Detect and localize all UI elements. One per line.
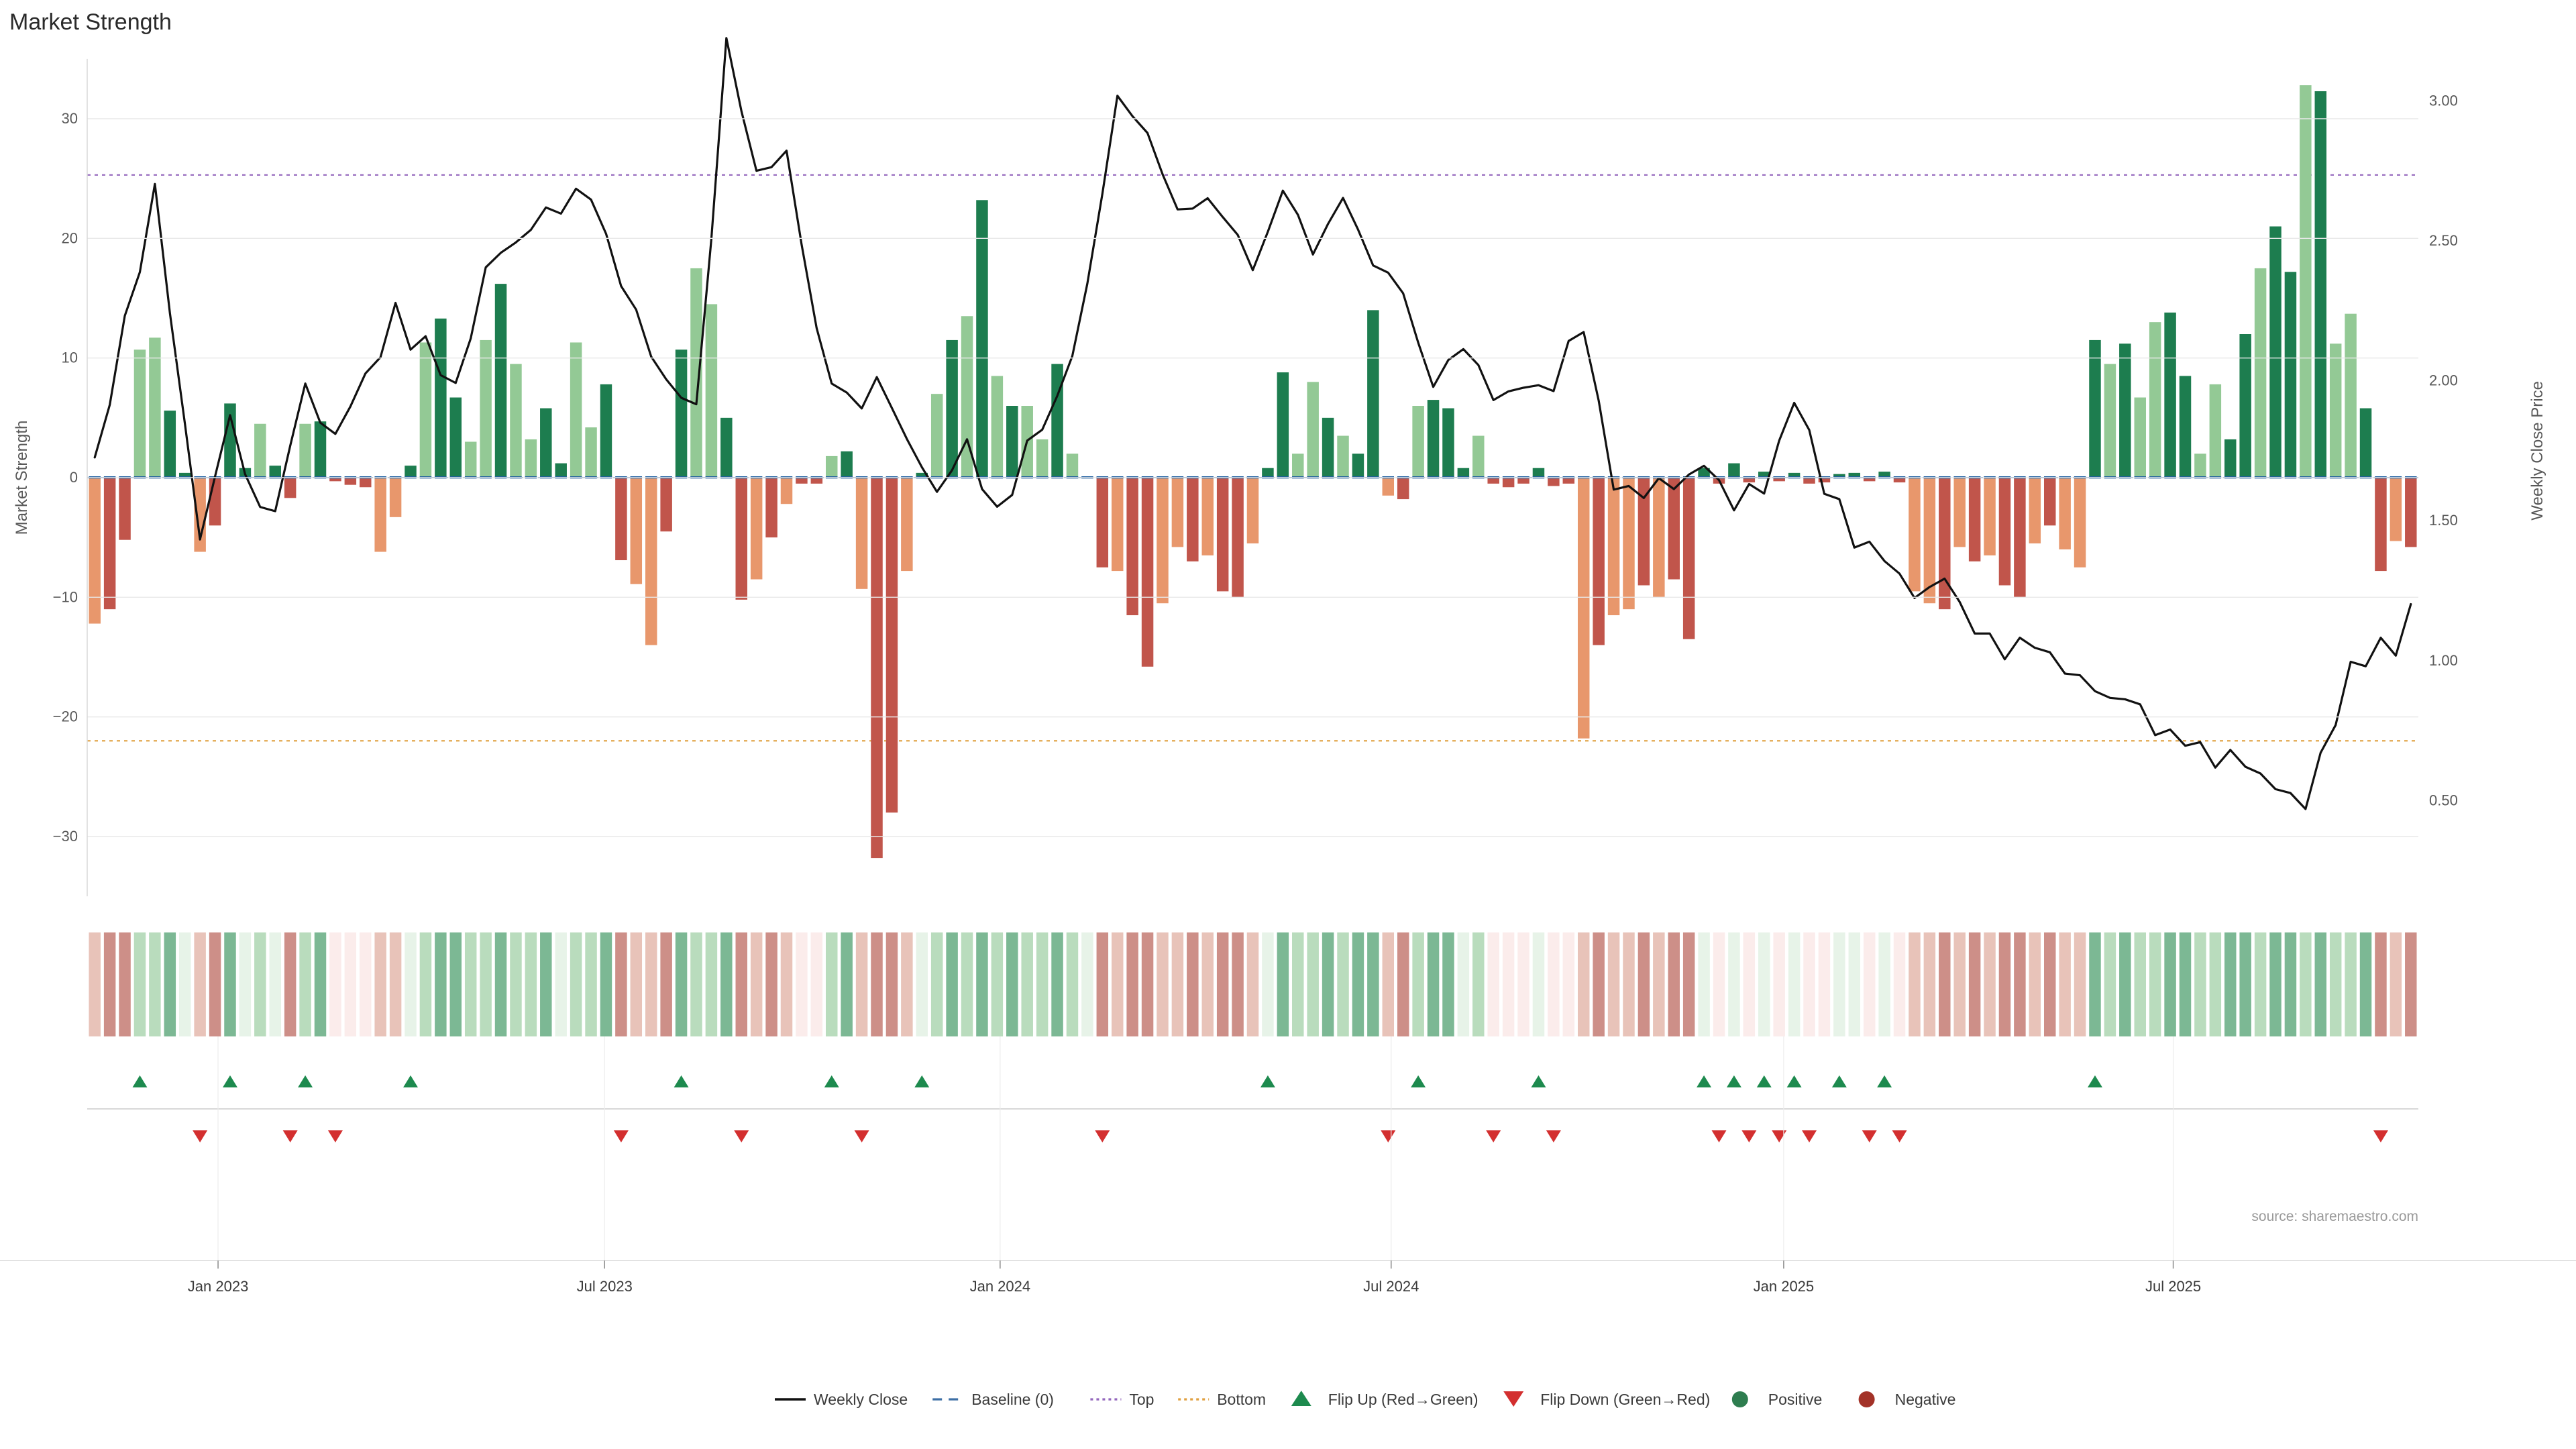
svg-text:Bottom: Bottom (1217, 1391, 1266, 1408)
svg-text:−10: −10 (53, 588, 78, 605)
svg-text:10: 10 (62, 350, 78, 366)
svg-text:Weekly Close: Weekly Close (814, 1391, 908, 1408)
svg-text:−30: −30 (53, 828, 78, 845)
svg-text:Jul 2024: Jul 2024 (1363, 1278, 1419, 1295)
svg-text:3.00: 3.00 (2429, 92, 2458, 109)
svg-text:20: 20 (62, 229, 78, 246)
svg-text:Negative: Negative (1895, 1391, 1956, 1408)
svg-text:2.50: 2.50 (2429, 232, 2458, 249)
svg-text:1.00: 1.00 (2429, 652, 2458, 669)
svg-text:Weekly Close Price: Weekly Close Price (2528, 381, 2546, 521)
svg-text:Positive: Positive (1768, 1391, 1823, 1408)
svg-text:Jul 2023: Jul 2023 (577, 1278, 633, 1295)
svg-text:−20: −20 (53, 708, 78, 725)
svg-text:Baseline (0): Baseline (0) (971, 1391, 1054, 1408)
svg-text:0.50: 0.50 (2429, 792, 2458, 808)
svg-text:Market Strength: Market Strength (13, 421, 31, 535)
svg-text:Jan 2025: Jan 2025 (1754, 1278, 1815, 1295)
svg-text:Flip Down (Green→Red): Flip Down (Green→Red) (1540, 1391, 1710, 1408)
svg-text:Jan 2024: Jan 2024 (970, 1278, 1031, 1295)
svg-text:2.00: 2.00 (2429, 372, 2458, 389)
svg-text:1.50: 1.50 (2429, 512, 2458, 529)
svg-text:30: 30 (62, 110, 78, 127)
svg-text:0: 0 (70, 469, 78, 486)
svg-text:Top: Top (1129, 1391, 1154, 1408)
svg-text:Jan 2023: Jan 2023 (188, 1278, 249, 1295)
svg-text:Jul 2025: Jul 2025 (2145, 1278, 2201, 1295)
svg-text:source: sharemaestro.com: source: sharemaestro.com (2251, 1209, 2418, 1224)
svg-text:Flip Up (Red→Green): Flip Up (Red→Green) (1328, 1391, 1479, 1408)
